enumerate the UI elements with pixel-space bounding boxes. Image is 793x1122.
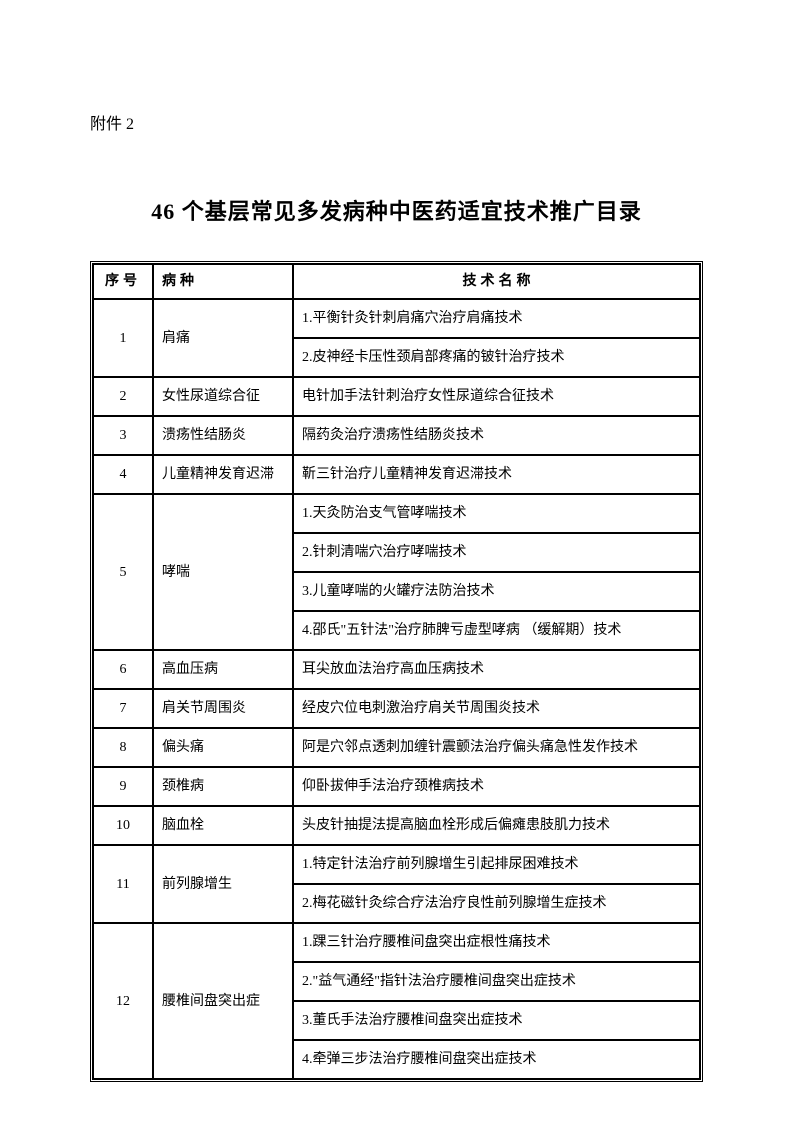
cell-technique: 仰卧拔伸手法治疗颈椎病技术: [293, 767, 700, 806]
cell-disease: 肩关节周围炎: [153, 689, 293, 728]
cell-disease: 肩痛: [153, 299, 293, 377]
table-row: 12腰椎间盘突出症1.踝三针治疗腰椎间盘突出症根性痛技术: [93, 923, 700, 962]
table-row: 6高血压病耳尖放血法治疗高血压病技术: [93, 650, 700, 689]
cell-technique: 隔药灸治疗溃疡性结肠炎技术: [293, 416, 700, 455]
cell-num: 6: [93, 650, 153, 689]
cell-technique: 2.梅花磁针灸综合疗法治疗良性前列腺增生症技术: [293, 884, 700, 923]
table-row: 9颈椎病仰卧拔伸手法治疗颈椎病技术: [93, 767, 700, 806]
cell-num: 3: [93, 416, 153, 455]
cell-technique: 头皮针抽提法提高脑血栓形成后偏瘫患肢肌力技术: [293, 806, 700, 845]
cell-disease: 溃疡性结肠炎: [153, 416, 293, 455]
cell-technique: 2.皮神经卡压性颈肩部疼痛的铍针治疗技术: [293, 338, 700, 377]
cell-disease: 腰椎间盘突出症: [153, 923, 293, 1079]
table-row: 5哮喘1.天灸防治支气管哮喘技术: [93, 494, 700, 533]
cell-technique: 4.邵氏"五针法"治疗肺脾亏虚型哮病 （缓解期）技术: [293, 611, 700, 650]
cell-disease: 脑血栓: [153, 806, 293, 845]
table-row: 11前列腺增生1.特定针法治疗前列腺增生引起排尿困难技术: [93, 845, 700, 884]
cell-technique: 1.特定针法治疗前列腺增生引起排尿困难技术: [293, 845, 700, 884]
cell-technique: 靳三针治疗儿童精神发育迟滞技术: [293, 455, 700, 494]
cell-num: 10: [93, 806, 153, 845]
cell-technique: 1.踝三针治疗腰椎间盘突出症根性痛技术: [293, 923, 700, 962]
cell-disease: 哮喘: [153, 494, 293, 650]
cell-technique: 耳尖放血法治疗高血压病技术: [293, 650, 700, 689]
table-row: 7肩关节周围炎经皮穴位电刺激治疗肩关节周围炎技术: [93, 689, 700, 728]
catalog-table: 序号 病种 技术名称 1肩痛1.平衡针灸针刺肩痛穴治疗肩痛技术2.皮神经卡压性颈…: [90, 261, 703, 1082]
cell-technique: 2."益气通经"指针法治疗腰椎间盘突出症技术: [293, 962, 700, 1001]
cell-technique: 3.董氏手法治疗腰椎间盘突出症技术: [293, 1001, 700, 1040]
cell-num: 9: [93, 767, 153, 806]
page-title: 46 个基层常见多发病种中医药适宜技术推广目录: [90, 194, 703, 226]
header-technique: 技术名称: [293, 264, 700, 299]
cell-technique: 2.针刺清喘穴治疗哮喘技术: [293, 533, 700, 572]
table-header-row: 序号 病种 技术名称: [93, 264, 700, 299]
table-row: 2女性尿道综合征电针加手法针刺治疗女性尿道综合征技术: [93, 377, 700, 416]
table-row: 10脑血栓头皮针抽提法提高脑血栓形成后偏瘫患肢肌力技术: [93, 806, 700, 845]
cell-num: 12: [93, 923, 153, 1079]
cell-disease: 颈椎病: [153, 767, 293, 806]
table-row: 1肩痛1.平衡针灸针刺肩痛穴治疗肩痛技术: [93, 299, 700, 338]
cell-technique: 4.牵弹三步法治疗腰椎间盘突出症技术: [293, 1040, 700, 1079]
table-row: 3溃疡性结肠炎隔药灸治疗溃疡性结肠炎技术: [93, 416, 700, 455]
cell-disease: 前列腺增生: [153, 845, 293, 923]
attachment-label: 附件 2: [90, 110, 703, 134]
cell-technique: 3.儿童哮喘的火罐疗法防治技术: [293, 572, 700, 611]
cell-disease: 高血压病: [153, 650, 293, 689]
table-row: 4儿童精神发育迟滞靳三针治疗儿童精神发育迟滞技术: [93, 455, 700, 494]
cell-disease: 儿童精神发育迟滞: [153, 455, 293, 494]
cell-disease: 偏头痛: [153, 728, 293, 767]
header-disease: 病种: [153, 264, 293, 299]
cell-num: 5: [93, 494, 153, 650]
cell-num: 2: [93, 377, 153, 416]
cell-num: 8: [93, 728, 153, 767]
cell-technique: 1.平衡针灸针刺肩痛穴治疗肩痛技术: [293, 299, 700, 338]
cell-technique: 经皮穴位电刺激治疗肩关节周围炎技术: [293, 689, 700, 728]
cell-num: 1: [93, 299, 153, 377]
cell-technique: 电针加手法针刺治疗女性尿道综合征技术: [293, 377, 700, 416]
cell-num: 11: [93, 845, 153, 923]
cell-disease: 女性尿道综合征: [153, 377, 293, 416]
cell-technique: 阿是穴邻点透刺加缠针震颤法治疗偏头痛急性发作技术: [293, 728, 700, 767]
header-num: 序号: [93, 264, 153, 299]
table-row: 8偏头痛阿是穴邻点透刺加缠针震颤法治疗偏头痛急性发作技术: [93, 728, 700, 767]
cell-num: 4: [93, 455, 153, 494]
cell-num: 7: [93, 689, 153, 728]
cell-technique: 1.天灸防治支气管哮喘技术: [293, 494, 700, 533]
